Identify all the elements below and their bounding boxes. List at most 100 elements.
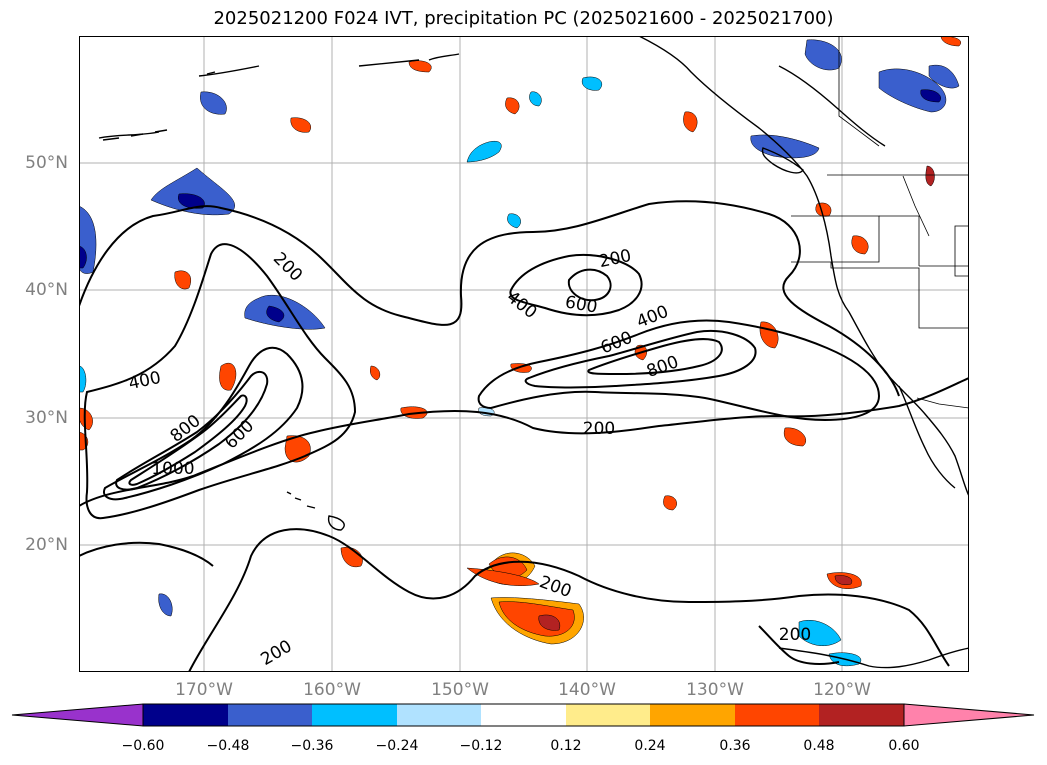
colorbar-extend-low [11, 703, 144, 727]
ivt-contour-label: 200 [537, 572, 574, 602]
precip-blob [750, 134, 820, 159]
ivt-contour-800 [115, 370, 269, 491]
colorbar-tick-label: −0.24 [375, 738, 419, 754]
ivt-contour-label: 200 [583, 419, 615, 439]
colorbar-tick-label: 0.48 [803, 738, 835, 754]
precip-blob [804, 39, 842, 71]
precip-blob [79, 365, 87, 393]
ivt-contour-label: 400 [127, 368, 163, 394]
vancouver-island [761, 147, 804, 174]
colorbar-tick-label: 0.36 [719, 738, 751, 754]
state-border [954, 225, 969, 277]
colorbar-segments [11, 703, 1035, 727]
precip-blob [79, 245, 87, 269]
precip-blob [150, 167, 235, 216]
precip-blob [783, 427, 807, 447]
ivt-contour-label: 200 [597, 246, 633, 272]
precip-blob [538, 614, 561, 631]
ivt-contour-label: 1000 [151, 459, 194, 479]
colorbar-segment [397, 704, 481, 726]
colorbar-segment [481, 704, 566, 726]
ivt-contour-200 [79, 200, 900, 397]
colorbar-segment [228, 704, 312, 726]
ak-coast [778, 65, 886, 147]
ivt-contour-labels: 200 200 200 200 200 200 400 400 400 600 … [127, 246, 811, 670]
colorbar-segment [819, 704, 904, 726]
colorbar-outline [142, 703, 905, 727]
lon-label: 170°W [175, 680, 233, 700]
lon-label: 140°W [558, 680, 616, 700]
ivt-contour-label: 200 [779, 625, 811, 645]
colorbar-segment [143, 704, 228, 726]
ivt-contour-400 [509, 254, 643, 317]
colorbar-extend-high [903, 703, 1035, 727]
precip-blob [244, 294, 326, 330]
precip-blob [759, 321, 779, 349]
alaska-islands [98, 53, 460, 139]
colorbar-segment [566, 704, 650, 726]
coastlines [98, 36, 969, 669]
colorbar-segment [735, 704, 819, 726]
aleutian-islands [102, 71, 216, 141]
precip-blob [200, 91, 227, 115]
gridlines [79, 36, 969, 672]
colorbar-segment [312, 704, 397, 726]
precip-blob [408, 60, 432, 73]
map-canvas: 200 200 200 200 200 200 400 400 400 600 … [79, 36, 969, 672]
north-america-coast [638, 36, 969, 497]
state-border [902, 175, 930, 237]
colorbar [11, 703, 1035, 727]
lat-label: 40°N [25, 280, 68, 300]
ivt-contours [79, 200, 969, 672]
precip-positive-areas [79, 36, 961, 645]
ivt-contour-label: 400 [634, 302, 672, 333]
ivt-contour-label: 800 [167, 411, 205, 447]
colorbar-tick-label: −0.12 [459, 738, 503, 754]
precip-blob [290, 117, 311, 133]
ivt-contour-200 [188, 528, 950, 672]
precip-blob [466, 567, 540, 586]
colorbar-tick-label: −0.36 [290, 738, 334, 754]
colorbar-tick-label: −0.48 [206, 738, 250, 754]
baja-coast [898, 385, 956, 489]
precip-blob [928, 64, 960, 89]
colorbar-tick-label: 0.24 [634, 738, 666, 754]
lon-label: 120°W [813, 680, 871, 700]
lon-label: 130°W [686, 680, 744, 700]
precip-blob [174, 270, 191, 290]
state-border [879, 215, 920, 266]
hawaii-islands [286, 491, 345, 531]
ivt-contour-label: 400 [503, 287, 541, 323]
mexico-border [916, 397, 969, 409]
precip-blob [466, 140, 502, 163]
canada-ak-border [838, 36, 880, 147]
precip-negative-areas [79, 39, 960, 667]
colorbar-tick-label: −0.60 [121, 738, 165, 754]
precip-blob [851, 235, 869, 255]
precip-blob [878, 68, 947, 113]
precip-blob [663, 495, 677, 511]
precip-blob [158, 593, 173, 617]
map-title: 2025021200 F024 IVT, precipitation PC (2… [213, 8, 834, 29]
precip-blob [505, 97, 520, 115]
state-borders [791, 36, 969, 409]
precip-blob [507, 213, 521, 229]
ivt-contour-200 [79, 377, 969, 507]
ivt-contour-600 [567, 268, 612, 302]
ivt-contour-600 [524, 330, 757, 389]
ivt-contour-600 [103, 346, 304, 501]
map-panel: 200 200 200 200 200 200 400 400 400 600 … [79, 36, 969, 672]
ivt-contour-label: 800 [644, 352, 681, 382]
precip-blob [581, 76, 603, 91]
ivt-contour-200 [758, 625, 840, 665]
precip-blob [529, 91, 542, 107]
precip-blob [219, 363, 237, 391]
ivt-contour-200 [79, 541, 214, 567]
colorbar-tick-label: 0.60 [888, 738, 920, 754]
ivt-contour-800 [587, 338, 723, 376]
precip-blob [920, 89, 941, 103]
precip-blob [177, 193, 205, 209]
lon-label: 150°W [431, 680, 489, 700]
mexico-coast [778, 647, 969, 669]
ivt-contour-label: 200 [269, 249, 306, 286]
